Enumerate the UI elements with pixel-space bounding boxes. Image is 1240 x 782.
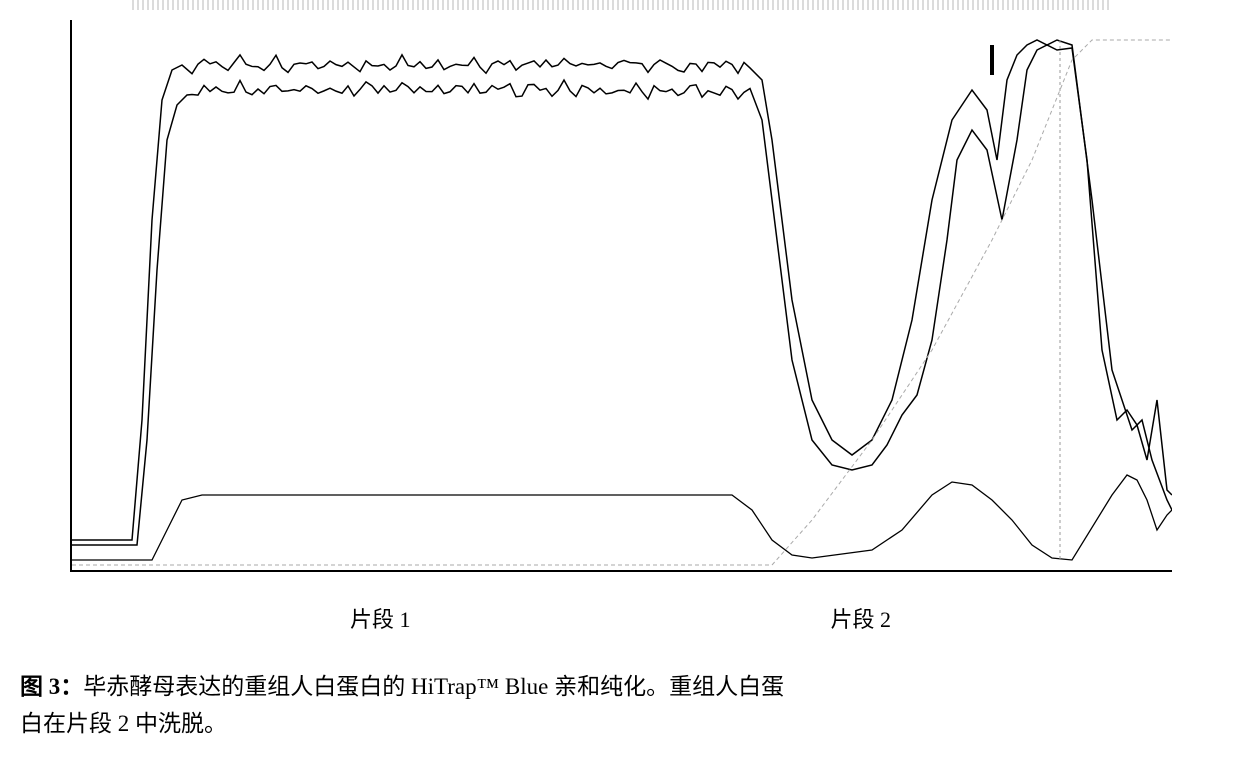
caption-line1: 毕赤酵母表达的重组人白蛋白的 HiTrap™ Blue 亲和纯化。重组人白蛋 <box>83 674 784 699</box>
chart-svg <box>72 20 1172 570</box>
chromatogram-chart <box>70 20 1172 572</box>
header-noise-artifact <box>132 0 1112 10</box>
fragment-2-label: 片段 2 <box>831 602 892 634</box>
caption-line2: 白在片段 2 中洗脱。 <box>20 711 227 736</box>
figure-caption: 图 3：毕赤酵母表达的重组人白蛋白的 HiTrap™ Blue 亲和纯化。重组人… <box>20 669 1220 743</box>
x-axis-labels: 片段 1 片段 2 <box>70 602 1220 634</box>
fragment-1-label: 片段 1 <box>350 602 411 634</box>
caption-prefix: 图 3： <box>20 674 83 699</box>
